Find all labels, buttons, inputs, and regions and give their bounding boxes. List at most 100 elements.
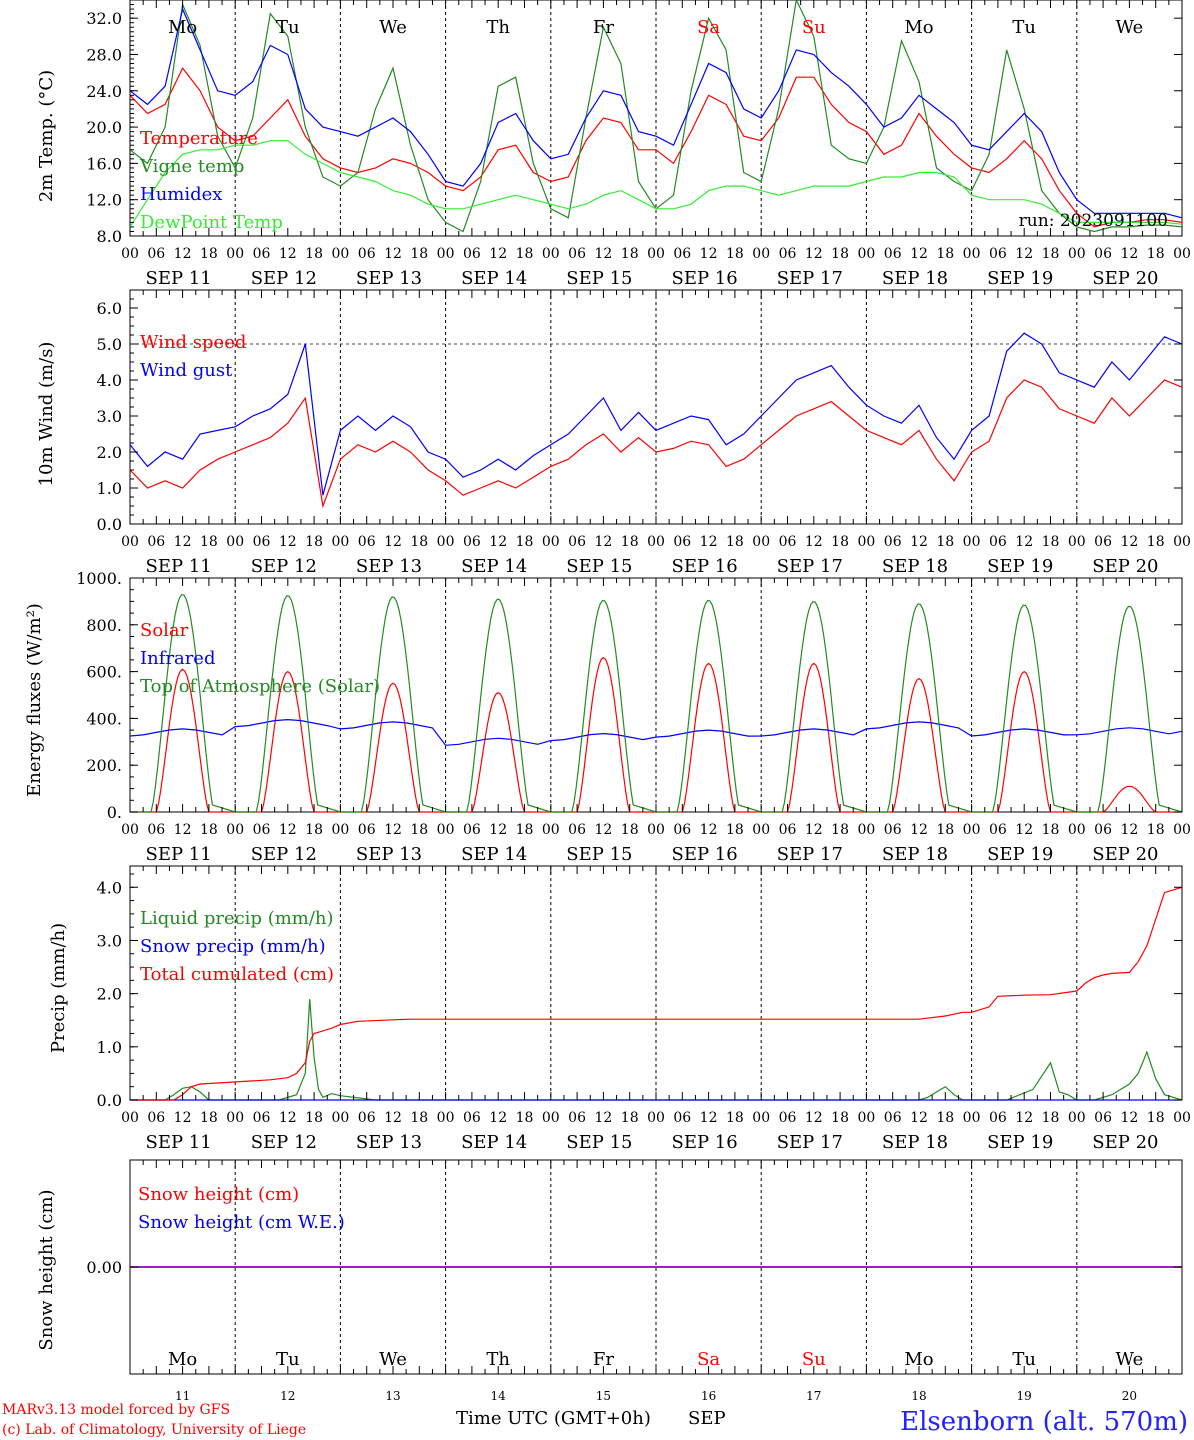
weekday-label: Sa bbox=[697, 1349, 720, 1370]
hour-tick-label: 00 bbox=[121, 534, 139, 550]
hour-tick-label: 12 bbox=[700, 1110, 718, 1126]
model-credit: MARv3.13 model forced by GFS bbox=[2, 1402, 230, 1418]
hour-tick-label: 06 bbox=[253, 534, 271, 550]
wind-ylabel: 10m Wind (m/s) bbox=[36, 342, 57, 487]
hour-tick-label: 18 bbox=[726, 246, 744, 262]
weekday-label: Sa bbox=[697, 17, 720, 38]
hour-tick-label: 00 bbox=[331, 246, 349, 262]
y-tick-label: 16.0 bbox=[86, 154, 122, 173]
weekday-label: Mo bbox=[168, 1349, 197, 1370]
y-tick-label: 800. bbox=[86, 616, 122, 635]
series-line-humidex bbox=[129, 7, 1183, 219]
hour-tick-label: 06 bbox=[884, 822, 902, 838]
hour-tick-label: 00 bbox=[857, 822, 875, 838]
hour-tick-label: 18 bbox=[305, 534, 323, 550]
run-label: run: 2023091100 bbox=[1019, 211, 1168, 231]
day-number-label: 15 bbox=[596, 1389, 611, 1403]
hour-tick-label: 06 bbox=[253, 822, 271, 838]
hour-tick-label: 06 bbox=[779, 822, 797, 838]
hour-tick-label: 00 bbox=[226, 246, 244, 262]
date-label: SEP 14 bbox=[461, 556, 527, 577]
weekday-label: Mo bbox=[904, 1349, 933, 1370]
hour-tick-label: 12 bbox=[489, 534, 507, 550]
hour-tick-label: 12 bbox=[1120, 822, 1138, 838]
hour-tick-label: 00 bbox=[963, 822, 981, 838]
date-label: SEP 13 bbox=[356, 1132, 422, 1153]
date-label: SEP 19 bbox=[987, 556, 1053, 577]
hour-tick-label: 00 bbox=[1173, 822, 1191, 838]
hour-tick-label: 06 bbox=[989, 534, 1007, 550]
hour-tick-label: 12 bbox=[489, 1110, 507, 1126]
series-line-wind-speed bbox=[129, 379, 1183, 509]
hour-tick-label: 00 bbox=[542, 1110, 560, 1126]
energy-panel: 0. 200. 400. 600. 800. 1000. 00 06 12 18 SEP 11 00 0… bbox=[24, 569, 1191, 865]
series-line-dewpoint-temp bbox=[129, 140, 1183, 228]
date-label: SEP 16 bbox=[671, 844, 737, 865]
hour-tick-label: 12 bbox=[594, 822, 612, 838]
day-number-label: 16 bbox=[701, 1389, 716, 1403]
hour-tick-label: 00 bbox=[331, 822, 349, 838]
date-label: SEP 12 bbox=[251, 556, 317, 577]
date-label: SEP 11 bbox=[145, 844, 211, 865]
date-label: SEP 18 bbox=[882, 1132, 948, 1153]
legend-entry: Solar bbox=[140, 620, 189, 641]
weekday-label: We bbox=[1116, 1349, 1144, 1370]
y-tick-label: 2.0 bbox=[97, 985, 122, 1004]
hour-tick-label: 12 bbox=[279, 822, 297, 838]
lab-credit: (c) Lab. of Climatology, University of L… bbox=[2, 1422, 306, 1438]
hour-tick-label: 18 bbox=[726, 1110, 744, 1126]
date-label: SEP 18 bbox=[882, 268, 948, 289]
hour-tick-label: 18 bbox=[516, 822, 534, 838]
date-label: SEP 13 bbox=[356, 556, 422, 577]
hour-tick-label: 12 bbox=[1120, 1110, 1138, 1126]
hour-tick-label: 00 bbox=[647, 1110, 665, 1126]
hour-tick-label: 00 bbox=[752, 246, 770, 262]
energy-ylabel: Energy fluxes (W/m²) bbox=[24, 603, 45, 797]
date-label: SEP 14 bbox=[461, 844, 527, 865]
hour-tick-label: 12 bbox=[594, 1110, 612, 1126]
hour-tick-label: 12 bbox=[1120, 246, 1138, 262]
hour-tick-label: 12 bbox=[910, 246, 928, 262]
hour-tick-label: 18 bbox=[1147, 1110, 1165, 1126]
y-tick-label: 6.0 bbox=[97, 299, 122, 318]
weekday-label: Fr bbox=[593, 17, 614, 38]
hour-tick-label: 12 bbox=[279, 534, 297, 550]
hour-tick-label: 00 bbox=[963, 1110, 981, 1126]
hour-tick-label: 06 bbox=[1094, 822, 1112, 838]
date-label: SEP 20 bbox=[1092, 844, 1158, 865]
y-tick-label: 1.0 bbox=[97, 479, 122, 498]
hour-tick-label: 06 bbox=[463, 1110, 481, 1126]
hour-tick-label: 06 bbox=[673, 822, 691, 838]
hour-tick-label: 18 bbox=[1147, 246, 1165, 262]
hour-tick-label: 18 bbox=[831, 534, 849, 550]
y-tick-label: 1.0 bbox=[97, 1038, 122, 1057]
weekday-label: Tu bbox=[1012, 17, 1036, 38]
day-number-label: 11 bbox=[175, 1389, 190, 1403]
hour-tick-label: 12 bbox=[279, 1110, 297, 1126]
date-label: SEP 19 bbox=[987, 1132, 1053, 1153]
hour-tick-label: 06 bbox=[358, 534, 376, 550]
hour-tick-label: 12 bbox=[174, 246, 192, 262]
hour-tick-label: 12 bbox=[1015, 534, 1033, 550]
date-label: SEP 12 bbox=[251, 844, 317, 865]
hour-tick-label: 00 bbox=[1068, 246, 1086, 262]
hour-tick-label: 06 bbox=[568, 246, 586, 262]
hour-tick-label: 00 bbox=[752, 1110, 770, 1126]
hour-tick-label: 00 bbox=[963, 246, 981, 262]
hour-tick-label: 00 bbox=[1068, 534, 1086, 550]
day-number-label: 18 bbox=[911, 1389, 926, 1403]
legend-entry: Temperature bbox=[140, 128, 258, 149]
hour-tick-label: 00 bbox=[963, 534, 981, 550]
hour-tick-label: 00 bbox=[1068, 1110, 1086, 1126]
hour-tick-label: 06 bbox=[253, 1110, 271, 1126]
hour-tick-label: 00 bbox=[542, 534, 560, 550]
date-label: SEP 20 bbox=[1092, 556, 1158, 577]
series-line-total-cumulated-cm bbox=[130, 886, 1183, 1101]
hour-tick-label: 06 bbox=[358, 246, 376, 262]
hour-tick-label: 18 bbox=[831, 246, 849, 262]
hour-tick-label: 12 bbox=[174, 534, 192, 550]
hour-tick-label: 18 bbox=[410, 246, 428, 262]
hour-tick-label: 00 bbox=[752, 534, 770, 550]
hour-tick-label: 12 bbox=[805, 246, 823, 262]
date-label: SEP 14 bbox=[461, 268, 527, 289]
